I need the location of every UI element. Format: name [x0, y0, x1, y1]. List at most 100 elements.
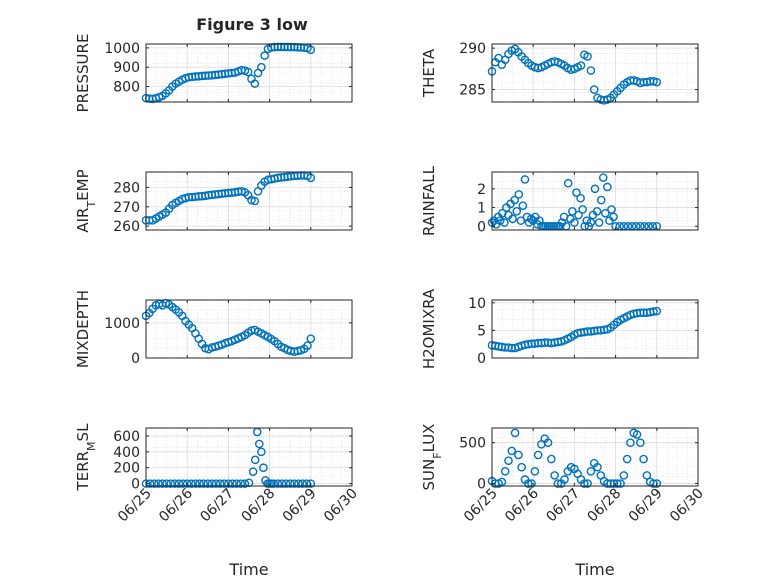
subplot-4: 0 1 2 RAINFALL — [420, 165, 699, 236]
data-point — [306, 479, 316, 488]
data-point — [535, 216, 544, 225]
subplot-2: 285 290 THETA — [420, 41, 699, 105]
data-point — [211, 479, 221, 488]
data-point — [508, 214, 517, 224]
y-axis-label: THETA — [420, 48, 438, 98]
data-point — [495, 216, 505, 225]
data-point — [642, 471, 652, 480]
subplot-6: 0 5 10 H2OMIXRA — [420, 288, 699, 369]
data-point — [149, 479, 159, 488]
data-point — [522, 212, 532, 222]
data-point — [517, 462, 526, 472]
y-tick-label: 0 — [477, 351, 486, 367]
data-point — [553, 479, 563, 488]
y-axis-label: SUNFLUX — [420, 424, 444, 491]
data-point — [303, 341, 312, 350]
data-point — [523, 479, 533, 488]
data-point — [601, 208, 610, 218]
data-point — [514, 190, 524, 199]
y-axis-label: PRESSURE — [74, 34, 92, 113]
subplot-1: 800 900 1000 PRESSURE — [74, 34, 353, 113]
data-point — [632, 430, 642, 439]
data-point — [154, 479, 163, 488]
data-point — [306, 334, 316, 343]
data-point — [652, 306, 662, 316]
axes-box — [491, 427, 699, 487]
y-tick-label: 0 — [477, 219, 486, 235]
y-tick-label: 200 — [113, 461, 140, 477]
data-point — [652, 77, 662, 87]
y-tick-label: 1 — [477, 201, 486, 217]
data-point — [277, 479, 287, 488]
data-point — [609, 212, 618, 222]
data-point — [294, 479, 303, 488]
data-point — [603, 182, 612, 192]
y-tick-label: 600 — [113, 429, 140, 445]
data-point — [170, 479, 180, 488]
data-point — [250, 79, 260, 88]
y-tick-label: 500 — [459, 436, 486, 452]
data-point — [260, 51, 269, 60]
data-point — [182, 479, 192, 488]
data-point — [572, 188, 581, 197]
data-point — [578, 205, 587, 214]
y-tick-label: 800 — [113, 80, 140, 96]
data-point — [560, 475, 569, 484]
data-point — [576, 193, 585, 203]
data-point — [232, 479, 241, 488]
data-point — [583, 479, 592, 488]
data-point — [626, 438, 635, 448]
data-point — [593, 462, 602, 472]
data-point — [649, 76, 658, 86]
data-point — [504, 456, 513, 465]
data-point — [652, 479, 662, 488]
axes-box — [145, 299, 353, 359]
y-tick-label: 290 — [459, 41, 486, 57]
y-tick-label: 260 — [113, 219, 140, 235]
y-tick-label: 285 — [459, 83, 486, 99]
data-point — [215, 479, 225, 488]
data-point — [616, 479, 625, 488]
data-point — [520, 175, 530, 184]
figure-title: Figure 3 low — [196, 15, 308, 34]
data-point — [254, 439, 264, 449]
data-point — [516, 216, 526, 225]
data-point — [250, 455, 260, 465]
data-point — [576, 61, 586, 70]
data-point — [636, 438, 645, 448]
data-point — [586, 66, 596, 75]
data-point — [302, 479, 311, 488]
axes-box — [145, 43, 353, 103]
y-tick-label: 10 — [468, 296, 486, 312]
data-point — [596, 195, 606, 205]
data-point — [649, 307, 658, 316]
data-point — [619, 471, 629, 480]
data-point — [178, 479, 188, 488]
data-point — [500, 466, 510, 476]
data-point — [527, 479, 536, 488]
data-point — [243, 67, 253, 77]
subplot-3: 260 270 280 AIRTEMP — [74, 169, 353, 235]
axes-box — [145, 427, 353, 487]
data-point — [219, 479, 229, 488]
data-point — [187, 479, 196, 488]
data-point — [592, 206, 602, 216]
data-point — [586, 466, 596, 476]
data-point — [259, 463, 268, 473]
y-axis-label: MIXDEPTH — [74, 290, 92, 368]
data-point — [568, 206, 577, 216]
data-point — [507, 446, 517, 456]
data-point — [530, 466, 540, 476]
data-point — [533, 450, 543, 460]
data-point — [290, 479, 299, 488]
data-point — [207, 479, 217, 488]
y-axis-label: H2OMIXRA — [420, 288, 438, 369]
x-axis-label: Time — [228, 560, 268, 579]
data-point — [250, 196, 260, 206]
data-point — [166, 479, 176, 488]
data-point — [612, 479, 622, 488]
data-point — [248, 467, 258, 476]
data-point — [174, 479, 184, 488]
